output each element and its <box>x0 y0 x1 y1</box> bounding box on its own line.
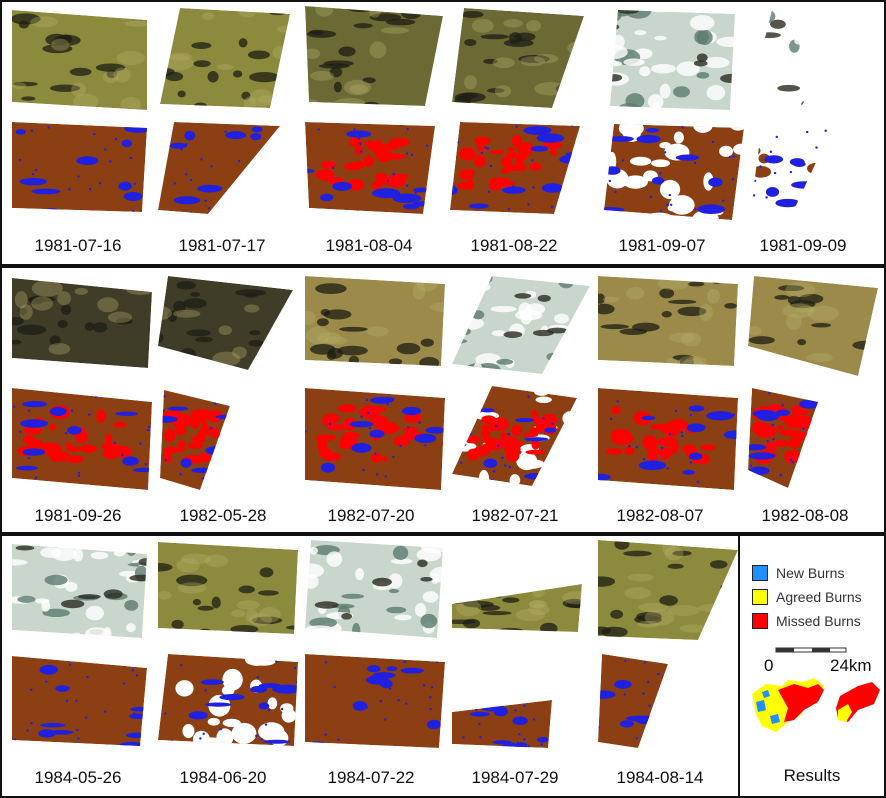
legend-example-burns <box>752 678 880 732</box>
burn-map-thumbnail <box>158 122 280 214</box>
burn-map-thumbnail <box>158 654 298 746</box>
burn-map-thumbnail <box>748 388 818 488</box>
burn-map-thumbnail <box>12 656 147 746</box>
satellite-image-thumbnail <box>752 10 857 105</box>
legend-label: Missed Burns <box>776 613 861 629</box>
date-label: 1982-07-20 <box>327 506 415 525</box>
date-label: 1982-07-21 <box>471 506 559 525</box>
satellite-image-thumbnail <box>598 276 738 366</box>
satellite-image-thumbnail <box>12 10 147 110</box>
scale-label-start: 0 <box>764 656 774 675</box>
burn-map-thumbnail <box>305 122 435 214</box>
new-burns-swatch-icon <box>752 565 768 581</box>
burn-map-thumbnail <box>752 124 832 214</box>
satellite-image-thumbnail <box>452 584 582 632</box>
satellite-image-thumbnail <box>12 278 152 368</box>
agreed-burns-swatch-icon <box>752 589 768 605</box>
date-label: 1984-07-29 <box>471 768 559 787</box>
satellite-image-thumbnail <box>598 540 738 640</box>
satellite-image-thumbnail <box>452 8 584 108</box>
satellite-image-thumbnail <box>305 6 443 106</box>
burn-map-thumbnail <box>305 388 445 490</box>
legend-item-missed-burns: Missed Burns <box>752 612 861 630</box>
satellite-image-thumbnail <box>158 542 298 634</box>
legend-title: Results <box>783 766 841 785</box>
burn-map-thumbnail <box>160 390 230 490</box>
burn-map-thumbnail <box>12 122 147 212</box>
date-label: 1984-07-22 <box>327 768 415 787</box>
burn-map-thumbnail <box>452 700 552 748</box>
burn-map-thumbnail <box>450 122 580 214</box>
satellite-image-thumbnail <box>748 276 878 376</box>
legend-label: Agreed Burns <box>776 589 862 605</box>
date-label: 1981-09-07 <box>618 236 706 255</box>
date-label: 1981-08-22 <box>470 236 558 255</box>
date-label: 1981-07-17 <box>178 236 266 255</box>
date-label: 1984-05-26 <box>34 768 122 787</box>
legend-item-new-burns: New Burns <box>752 564 844 582</box>
date-label: 1984-06-20 <box>179 768 267 787</box>
date-label: 1981-08-04 <box>325 236 413 255</box>
date-label: 1982-08-08 <box>761 506 849 525</box>
date-label: 1982-08-07 <box>616 506 704 525</box>
burn-map-thumbnail <box>305 654 445 748</box>
date-label: 1981-09-26 <box>34 506 122 525</box>
satellite-image-thumbnail <box>158 276 293 370</box>
missed-burns-swatch-icon <box>752 613 768 629</box>
legend-item-agreed-burns: Agreed Burns <box>752 588 862 606</box>
scale-bar-icon <box>775 647 847 653</box>
satellite-image-thumbnail <box>610 10 735 110</box>
legend-label: New Burns <box>776 565 845 581</box>
date-label: 1981-09-09 <box>759 236 847 255</box>
date-label: 1984-08-14 <box>616 768 704 787</box>
burn-map-thumbnail <box>452 386 577 486</box>
burn-map-thumbnail <box>598 388 738 490</box>
burn-map-thumbnail <box>12 388 152 490</box>
satellite-image-thumbnail <box>305 540 443 638</box>
burn-map-thumbnail <box>598 654 668 748</box>
date-label: 1982-05-28 <box>179 506 267 525</box>
burn-map-thumbnail <box>604 124 744 220</box>
date-label: 1981-07-16 <box>34 236 122 255</box>
scale-label-end: 24km <box>830 656 872 675</box>
satellite-image-thumbnail <box>12 544 147 638</box>
satellite-image-thumbnail <box>305 276 445 366</box>
satellite-image-thumbnail <box>452 276 590 374</box>
satellite-image-thumbnail <box>160 8 290 108</box>
